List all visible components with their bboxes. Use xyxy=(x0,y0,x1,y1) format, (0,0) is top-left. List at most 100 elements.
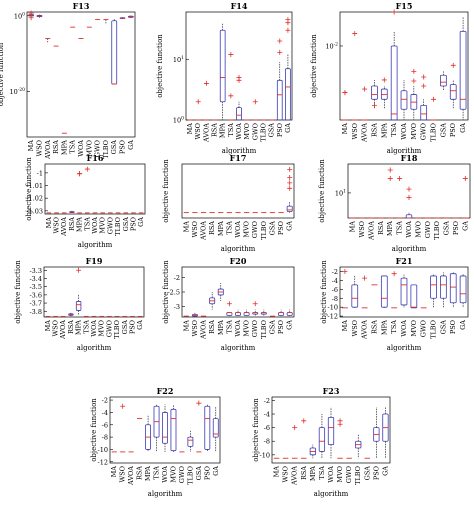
chart-f17: F17 objective function MA WSO AVOA RSA MPA TSA W… xyxy=(162,153,295,253)
y-axis-label: objective function xyxy=(0,42,5,106)
x-tick-label: RSA xyxy=(208,221,216,235)
outlier-mark xyxy=(301,418,307,424)
x-axis-label: algorithm xyxy=(222,147,257,155)
box-rect xyxy=(285,68,291,121)
box-rsa xyxy=(301,418,307,459)
chart-title: F20 xyxy=(230,256,247,266)
y-tick-label: -3.5 xyxy=(29,283,42,291)
box-rect xyxy=(327,417,335,446)
box-woa xyxy=(236,75,242,121)
y-tick-label: 100 xyxy=(14,11,25,20)
box-tlbo xyxy=(430,96,437,121)
x-tick-label: WOA xyxy=(91,217,99,234)
x-tick-label: RSA xyxy=(377,221,385,235)
x-tick-label: AVOA xyxy=(367,221,375,241)
chart-f20: F20 -2 -2.5 -3 objective function MA WSO AVOA RS… xyxy=(162,256,295,352)
box-ma xyxy=(28,10,35,21)
outlier-mark xyxy=(411,78,417,84)
box-avoa xyxy=(203,80,209,121)
y-axis-label: objective function xyxy=(162,159,170,223)
x-axis-label: algorithm xyxy=(387,344,422,352)
box-gwo xyxy=(420,74,428,121)
y-tick-label: -4 xyxy=(102,409,108,417)
x-axis-label: algorithm xyxy=(392,245,427,253)
x-tick-label: TLBO xyxy=(260,320,268,339)
box-mpa xyxy=(309,444,316,459)
box-woa xyxy=(400,79,408,120)
x-tick-label: WSO xyxy=(282,466,290,482)
x-tick-label: GWO xyxy=(251,123,259,140)
box-rect xyxy=(420,104,428,121)
x-tick-label: GWO xyxy=(94,140,102,157)
x-tick-label: TSA xyxy=(227,123,235,137)
box-woa xyxy=(327,407,335,459)
x-tick-label: MPA xyxy=(217,221,225,236)
x-tick-label: GSA xyxy=(443,221,451,236)
x-tick-label: GA xyxy=(136,320,144,330)
x-tick-label: WOA xyxy=(405,221,413,238)
outlier-mark xyxy=(421,74,427,80)
outlier-mark xyxy=(362,86,368,92)
box-rect xyxy=(187,436,194,447)
x-tick-label: GA xyxy=(381,466,389,476)
box-tsa xyxy=(228,51,234,121)
outlier-mark xyxy=(342,268,348,274)
chart-title: F13 xyxy=(73,1,90,11)
x-tick-label: TLBO xyxy=(102,140,110,159)
y-tick-label: -3 xyxy=(174,303,180,311)
box-gsa xyxy=(440,272,447,308)
box-rect xyxy=(75,301,82,311)
x-tick-label: WSO xyxy=(53,217,61,233)
y-tick-label: -2 xyxy=(332,268,338,276)
x-tick-label: MPA xyxy=(60,140,68,155)
x-tick-label: TLBO xyxy=(433,221,441,240)
x-tick-label: MPA xyxy=(217,320,225,335)
outlier-mark xyxy=(342,90,348,96)
x-tick-label: AVOA xyxy=(200,221,208,241)
outlier-mark xyxy=(292,425,298,431)
box-pso xyxy=(204,404,211,452)
x-tick-label: WSO xyxy=(358,221,366,237)
x-tick-label: GWO xyxy=(345,466,353,483)
box-mpa xyxy=(380,275,388,308)
box-ga xyxy=(382,407,389,459)
x-tick-label: MA xyxy=(110,466,118,478)
box-rect xyxy=(286,205,293,212)
x-tick-label: MPA xyxy=(219,123,227,138)
box-mpa xyxy=(387,167,394,219)
x-tick-label: GSA xyxy=(439,123,447,138)
x-tick-label: MPA xyxy=(75,320,83,335)
x-tick-label: PSO xyxy=(372,466,380,480)
y-tick-label: -12 xyxy=(328,313,338,321)
y-tick-label: -10 xyxy=(328,304,338,312)
x-tick-label: MVO xyxy=(410,123,418,140)
x-tick-label: WOA xyxy=(400,320,408,337)
y-tick-label: -8 xyxy=(264,438,270,446)
x-tick-label: MPA xyxy=(380,123,388,138)
box-avoa xyxy=(361,86,368,121)
box-avoa xyxy=(361,275,368,309)
box-rect xyxy=(459,275,467,304)
x-tick-label: AVOA xyxy=(361,320,369,340)
x-tick-label: GSA xyxy=(268,123,276,138)
box-wso xyxy=(351,31,358,121)
x-tick-label: RSA xyxy=(211,123,219,137)
chart-title: F15 xyxy=(396,1,413,11)
x-axis-label: algorithm xyxy=(148,490,183,498)
x-tick-label: TSA xyxy=(69,140,77,154)
outlier-mark xyxy=(406,195,412,201)
x-tick-label: WOA xyxy=(234,320,242,337)
x-tick-label: GWO xyxy=(178,466,186,483)
x-tick-label: GWO xyxy=(420,123,428,140)
box-wso xyxy=(120,403,126,453)
box-pso xyxy=(449,62,457,110)
box-pso xyxy=(276,38,283,121)
box-rect xyxy=(400,90,408,110)
axes-frame xyxy=(109,396,221,464)
axes-frame xyxy=(271,396,391,464)
box-pso xyxy=(278,309,285,317)
box-rect xyxy=(170,408,177,452)
outlier-mark xyxy=(450,62,456,68)
box-mpa xyxy=(217,283,224,301)
box-wso xyxy=(195,99,201,121)
